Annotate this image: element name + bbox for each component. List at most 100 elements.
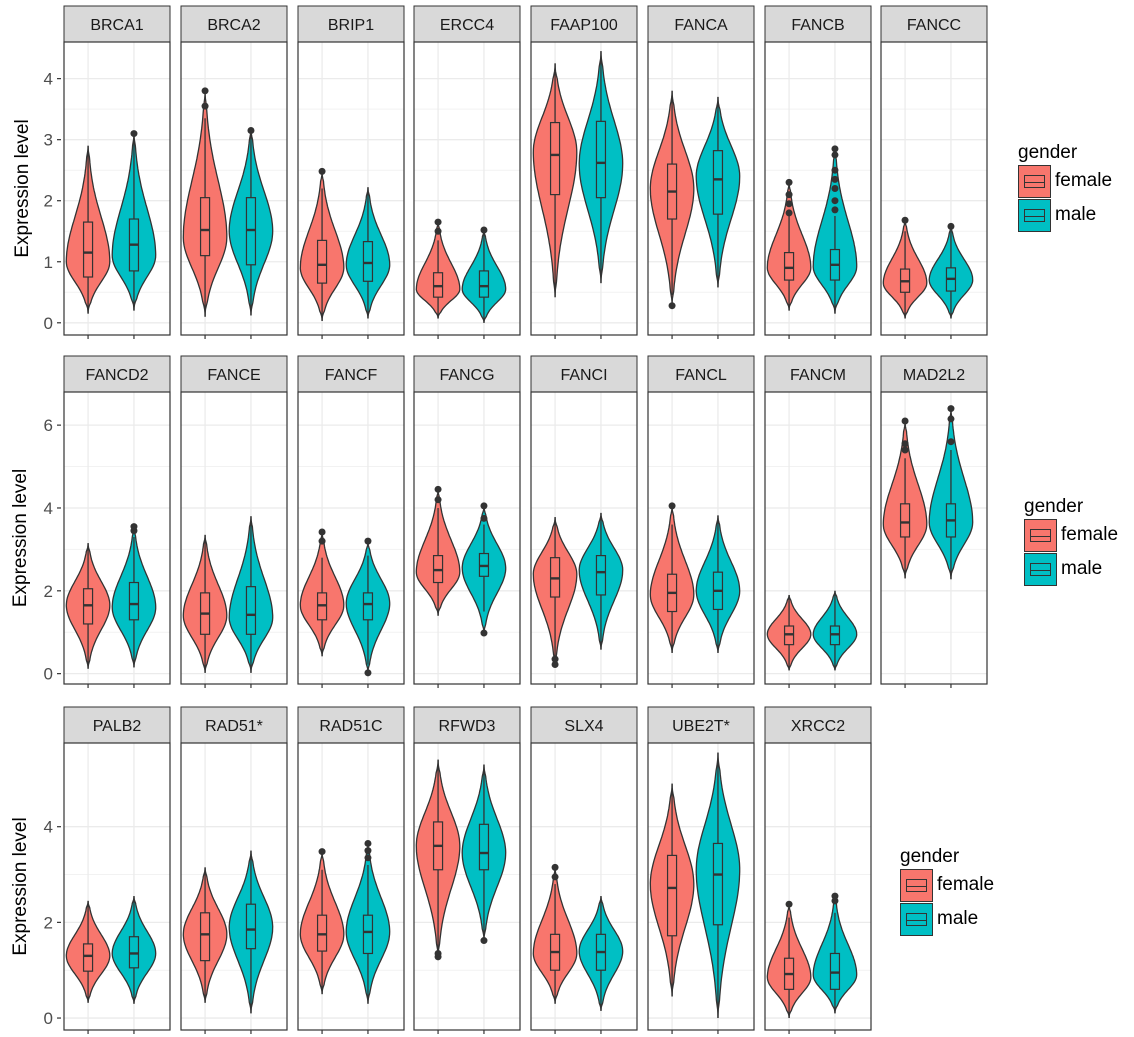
- outlier-point-male: [247, 127, 255, 135]
- panel-border: [764, 41, 872, 336]
- outlier-point-male: [130, 523, 138, 531]
- strip-label: BRCA2: [207, 17, 260, 34]
- panel-brca2: BRCA2: [180, 5, 288, 339]
- outlier-point-female: [201, 102, 209, 110]
- panel-border: [880, 41, 988, 336]
- strip-background: [413, 5, 521, 43]
- box-female: [199, 197, 211, 257]
- strip-label: ERCC4: [440, 17, 494, 34]
- outlier-point-male: [831, 185, 839, 192]
- violin-male: [228, 850, 274, 1014]
- outlier-point-female: [901, 440, 909, 448]
- strip-label: BRCA1: [90, 17, 143, 34]
- outlier-point-female: [434, 949, 442, 957]
- panel-background: [531, 743, 637, 1030]
- box-male: [245, 197, 257, 266]
- box-male: [712, 842, 724, 926]
- outlier-point-female: [785, 209, 793, 217]
- outlier-point-female: [551, 873, 559, 881]
- panel-border: [880, 391, 988, 685]
- strip-label: RAD51C: [319, 718, 382, 735]
- strip-background: [530, 5, 638, 43]
- legend-item-male: male: [1024, 552, 1118, 586]
- strip-label: SLX4: [564, 718, 603, 735]
- panel-xrcc2: XRCC2: [764, 706, 872, 1034]
- outlier-point-male: [947, 438, 955, 446]
- box-female: [199, 912, 211, 962]
- legend-label-male: male: [1061, 558, 1103, 579]
- box-female: [666, 854, 678, 937]
- outlier-point-male: [947, 405, 955, 413]
- strip-label: FANCM: [790, 367, 846, 384]
- strip-background: [880, 5, 988, 43]
- legend-title: gender: [900, 846, 960, 867]
- legend-label-female: female: [1055, 170, 1113, 191]
- panel-brca1: BRCA1: [63, 5, 171, 339]
- outlier-point-female: [318, 167, 326, 175]
- strip-label: FAAP100: [550, 17, 618, 34]
- outlier-point-female: [201, 87, 209, 95]
- outlier-point-male: [364, 839, 372, 847]
- panel-fance: FANCE: [180, 355, 288, 688]
- outlier-point-female: [551, 655, 559, 663]
- y-tick-label: 2: [44, 582, 53, 601]
- outlier-point-male: [480, 514, 488, 522]
- outlier-point-male: [480, 226, 488, 234]
- y-tick-label: 2: [44, 913, 53, 932]
- outlier-point-female: [434, 218, 442, 226]
- y-tick-label: 4: [44, 818, 53, 837]
- panel-ube2t: UBE2T*: [647, 706, 755, 1034]
- strip-label: BRIP1: [328, 17, 374, 34]
- y-axis-label: Expression level: [12, 119, 33, 257]
- strip-label: FANCA: [674, 17, 728, 34]
- violin-female: [649, 90, 695, 306]
- strip-label: FANCF: [325, 367, 378, 384]
- box-male: [245, 903, 257, 950]
- outlier-point-male: [831, 197, 839, 205]
- box-male: [245, 586, 257, 635]
- strip-label: FANCE: [207, 367, 260, 384]
- legend-label-female: female: [1061, 524, 1119, 545]
- box-male: [362, 914, 374, 955]
- panel-background: [648, 392, 754, 684]
- outlier-point-male: [364, 847, 372, 855]
- strip-label: PALB2: [93, 718, 142, 735]
- legend-key-male: [900, 902, 933, 936]
- outlier-point-male: [831, 145, 839, 153]
- strip-background: [180, 5, 288, 43]
- panel-border: [647, 391, 755, 685]
- strip-background: [764, 5, 872, 43]
- legend-label-male: male: [937, 908, 979, 929]
- legend-key-male: [1024, 552, 1057, 586]
- legend-item-female: female: [1024, 518, 1118, 552]
- box-female: [783, 251, 795, 281]
- box-male: [595, 120, 607, 199]
- panel-border: [180, 41, 288, 336]
- panel-background: [298, 392, 404, 684]
- strip-background: [180, 355, 288, 393]
- panel-fancc: FANCC: [880, 5, 988, 339]
- outlier-point-male: [130, 130, 138, 138]
- panel-border: [530, 742, 638, 1031]
- panel-border: [413, 41, 521, 336]
- outlier-point-female: [901, 216, 909, 224]
- strip-background: [413, 706, 521, 744]
- strip-background: [413, 355, 521, 393]
- y-tick-label: 0: [44, 665, 53, 684]
- legend-title: gender: [1018, 142, 1078, 163]
- y-tick-label: 3: [44, 131, 53, 150]
- outlier-point-male: [364, 537, 372, 545]
- box-male: [712, 150, 724, 215]
- outlier-point-male: [947, 222, 955, 230]
- outlier-point-female: [434, 485, 442, 493]
- outlier-point-female: [318, 528, 326, 536]
- panel-background: [531, 392, 637, 684]
- panel-border: [297, 391, 405, 685]
- outlier-point-female: [434, 227, 442, 235]
- legend-item-female: female: [1018, 164, 1112, 198]
- violin-male: [695, 515, 741, 653]
- strip-background: [647, 706, 755, 744]
- box-male: [478, 823, 490, 871]
- y-tick-label: 0: [44, 1009, 53, 1028]
